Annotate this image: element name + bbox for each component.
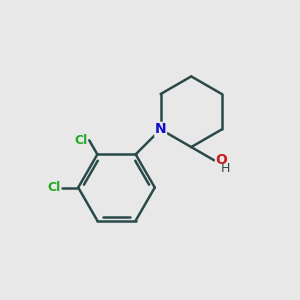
Text: N: N <box>155 122 167 136</box>
Text: Cl: Cl <box>74 134 88 147</box>
Text: H: H <box>221 162 230 175</box>
Text: O: O <box>216 153 227 167</box>
Text: Cl: Cl <box>47 181 61 194</box>
